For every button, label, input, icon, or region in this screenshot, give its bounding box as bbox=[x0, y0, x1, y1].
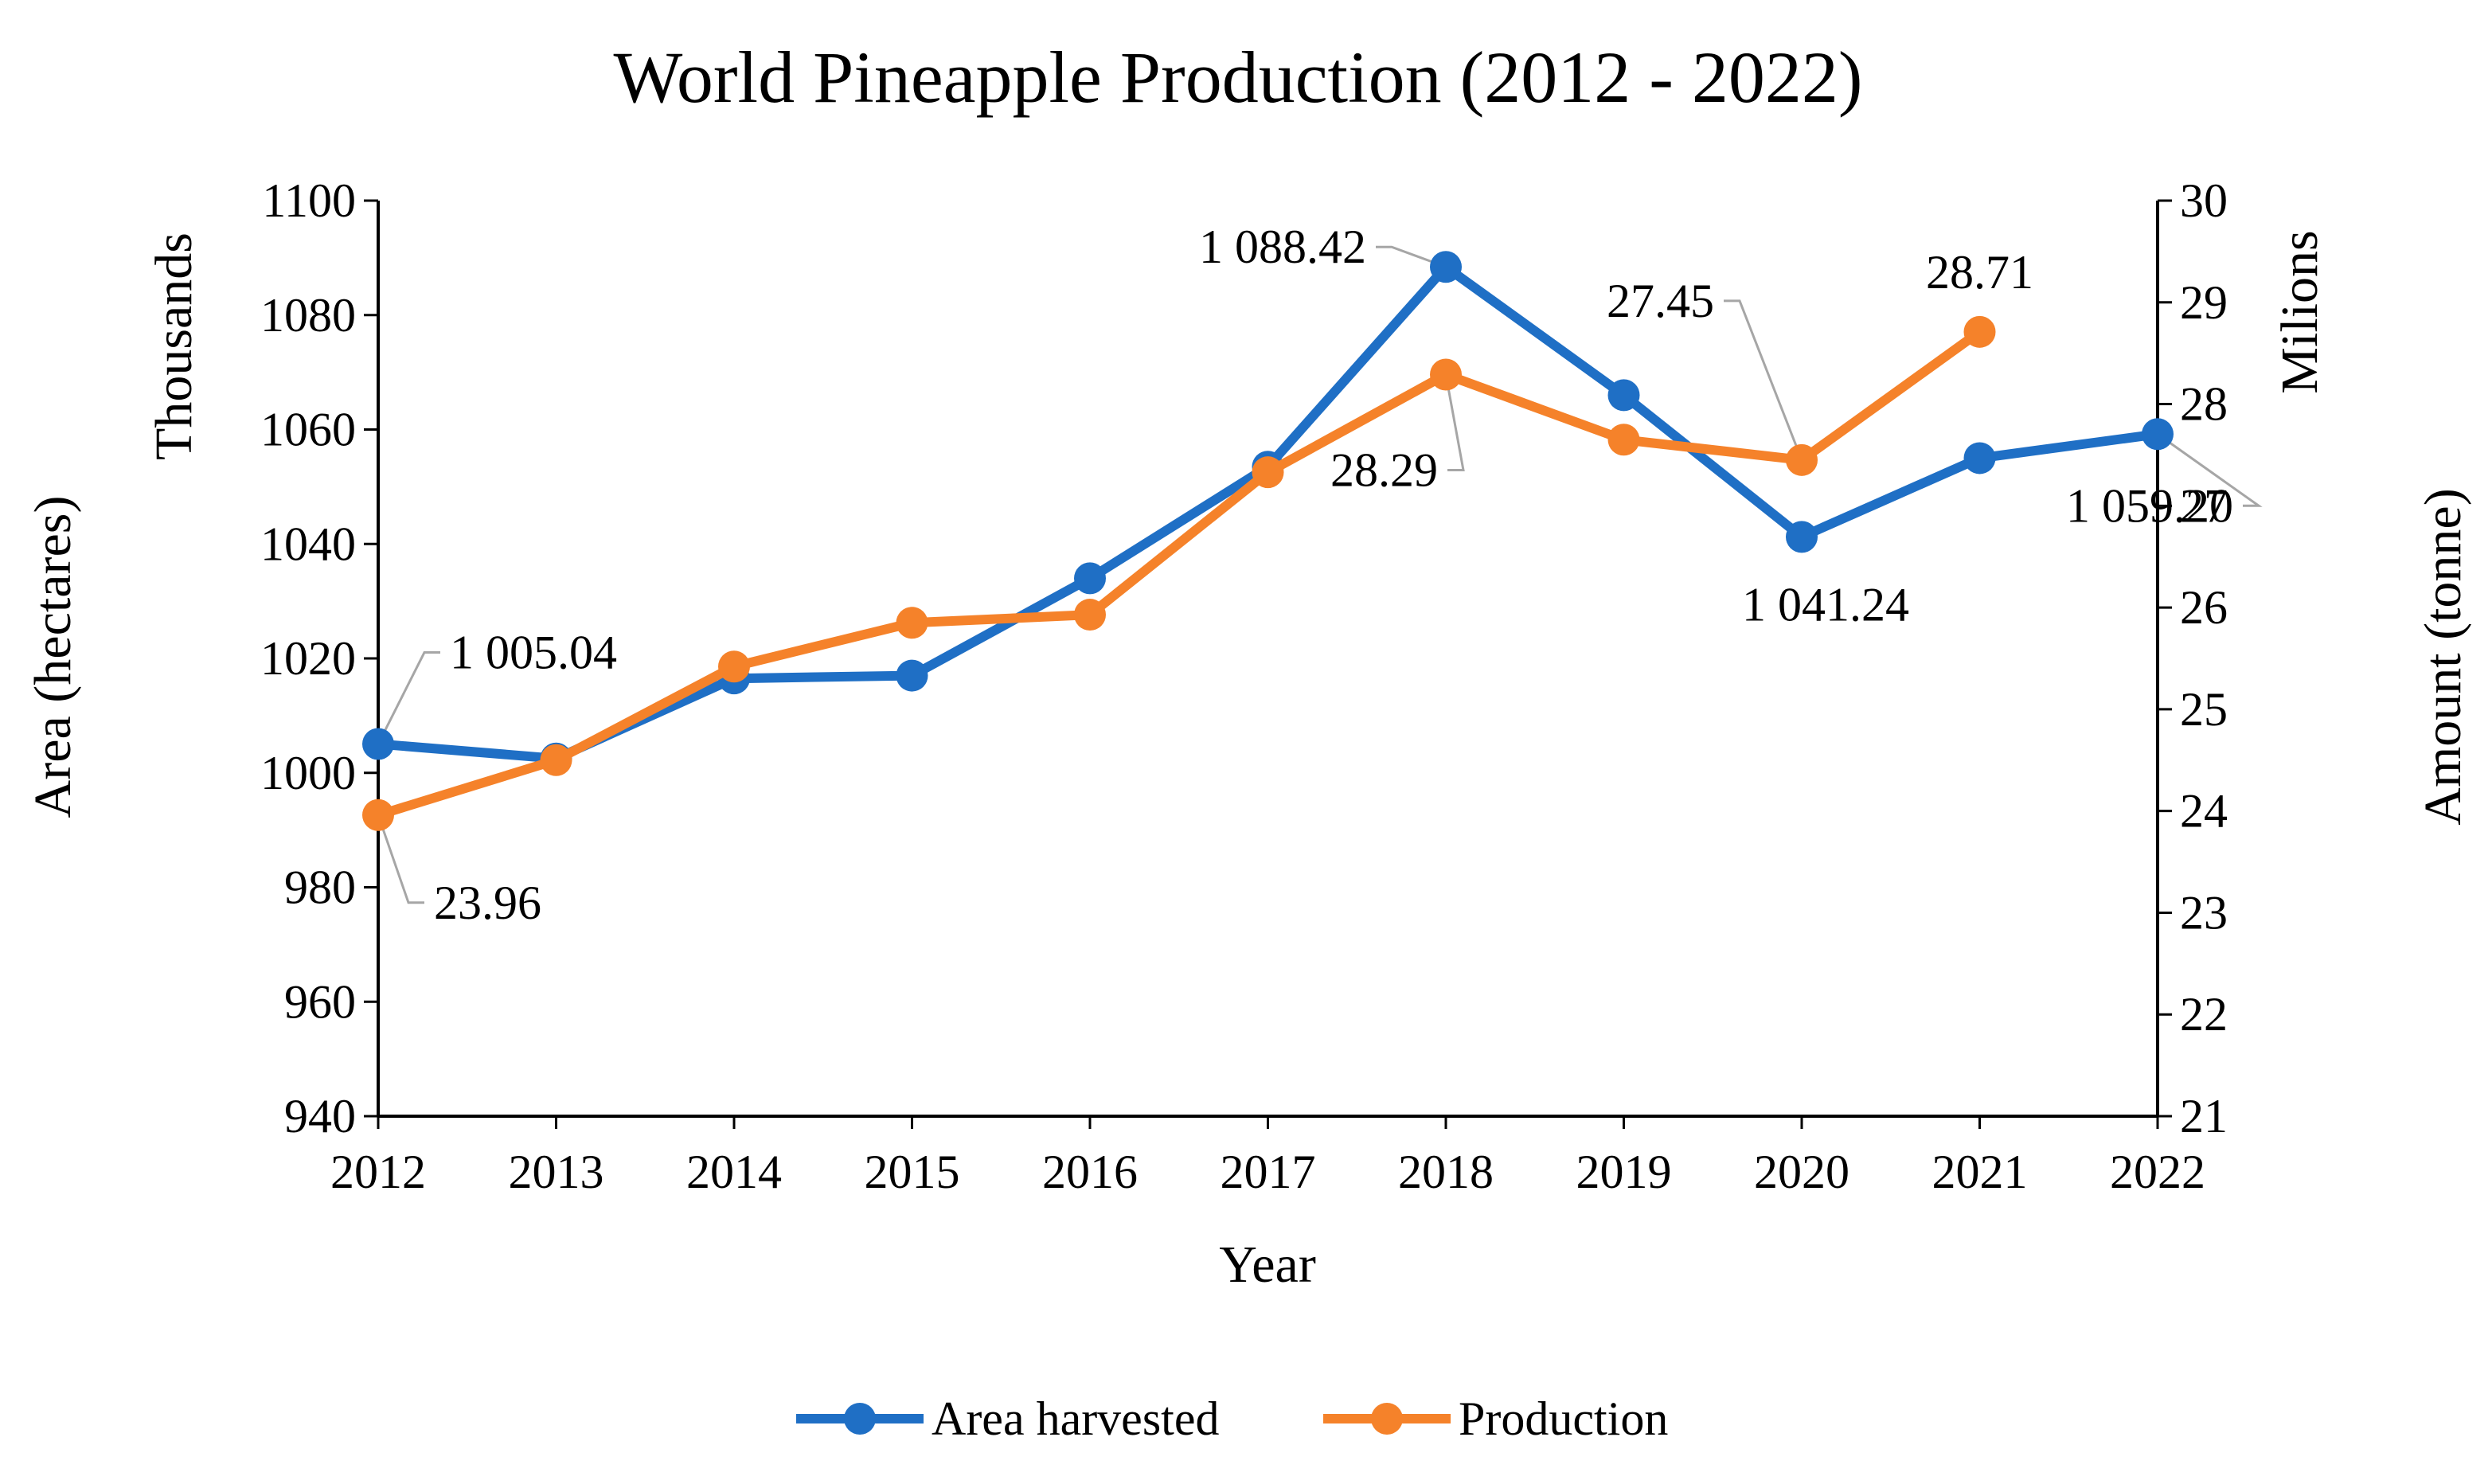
series-group bbox=[362, 251, 2174, 831]
y-left-tick-label: 1060 bbox=[260, 404, 356, 456]
point-area-harvested bbox=[362, 728, 394, 760]
point-area-harvested bbox=[1963, 442, 1996, 474]
point-production bbox=[1252, 456, 1284, 489]
data-label-leader-line bbox=[377, 814, 424, 904]
data-label-leader-line bbox=[1444, 374, 1465, 471]
y-left-tick-label: 1100 bbox=[262, 174, 356, 227]
point-production bbox=[362, 799, 394, 831]
data-label-leader-line bbox=[377, 651, 440, 745]
y-left-axis-title: Area (hectares) bbox=[24, 496, 82, 818]
point-production bbox=[1786, 443, 1818, 476]
data-label: 28.71 bbox=[1926, 246, 2033, 299]
y-right-axis-title: Amount (tonne) bbox=[2414, 488, 2472, 825]
y-right-tick-label: 26 bbox=[2180, 581, 2228, 634]
point-production bbox=[896, 607, 928, 639]
data-label: 1 059.20 bbox=[2066, 479, 2233, 532]
series-line-area-harvested bbox=[373, 262, 2162, 763]
y-right-tick-label: 25 bbox=[2180, 683, 2228, 736]
point-production bbox=[718, 650, 750, 683]
y-right-unit-label: Milions bbox=[2271, 230, 2329, 393]
data-label-leader-line bbox=[2157, 433, 2263, 507]
data-label: 28.29 bbox=[1330, 444, 1438, 497]
data-label-leader-line bbox=[1724, 299, 1803, 461]
x-tick-label: 2019 bbox=[1576, 1146, 1672, 1198]
y-left-tick-label: 1080 bbox=[260, 289, 356, 342]
point-area-harvested bbox=[1074, 562, 1106, 595]
chart-title: World Pineapple Production (2012 - 2022) bbox=[613, 37, 1862, 118]
y-left-tick-label: 1020 bbox=[260, 632, 356, 685]
y-left-tick-label: 1040 bbox=[260, 517, 356, 570]
y-right-tick-label: 22 bbox=[2180, 988, 2228, 1041]
y-right-tick-label: 23 bbox=[2180, 886, 2228, 939]
point-production bbox=[1607, 424, 1640, 456]
legend-marker-area bbox=[844, 1403, 876, 1435]
x-tick-label: 2020 bbox=[1754, 1146, 1849, 1198]
x-tick-label: 2021 bbox=[1932, 1146, 2028, 1198]
y-left-tick-label: 940 bbox=[284, 1090, 356, 1142]
x-tick-label: 2012 bbox=[330, 1146, 426, 1198]
y-right-tick-label: 29 bbox=[2180, 276, 2228, 329]
data-labels: 1 005.04 1 088.42 1 041.24 1 059.20 23.96 28.… bbox=[434, 221, 2233, 929]
x-tick-label: 2018 bbox=[1398, 1146, 1494, 1198]
legend: Area harvested Production bbox=[796, 1392, 1668, 1445]
data-label-leader-line bbox=[1376, 245, 1447, 268]
point-area-harvested bbox=[896, 659, 928, 692]
y-right-tick-label: 21 bbox=[2180, 1090, 2228, 1142]
y-left-unit-label: Thousands bbox=[145, 232, 203, 460]
x-tick-label: 2014 bbox=[686, 1146, 782, 1198]
x-tick-label: 2015 bbox=[865, 1146, 960, 1198]
data-label: 1 005.04 bbox=[450, 627, 617, 679]
axes: 940 960 980 1000 1020 1040 1060 1080 1100 21 22 23 2… bbox=[260, 174, 2228, 1198]
point-production bbox=[1074, 599, 1106, 631]
point-area-harvested bbox=[1786, 521, 1818, 553]
x-tick-label: 2022 bbox=[2110, 1146, 2205, 1198]
point-production bbox=[540, 744, 572, 776]
y-right-tick-label: 28 bbox=[2180, 378, 2228, 431]
y-right-tick-label: 30 bbox=[2180, 174, 2228, 227]
point-area-harvested bbox=[1607, 379, 1640, 412]
y-right-tick-label: 24 bbox=[2180, 785, 2228, 838]
x-axis-title: Year bbox=[1219, 1236, 1316, 1294]
data-label: 1 088.42 bbox=[1199, 221, 1366, 273]
y-left-tick-label: 980 bbox=[284, 861, 356, 914]
legend-marker-production bbox=[1371, 1403, 1403, 1435]
legend-label-production: Production bbox=[1459, 1392, 1668, 1445]
leader-lines bbox=[377, 245, 2263, 904]
point-production bbox=[1430, 358, 1462, 391]
data-label: 1 041.24 bbox=[1742, 578, 1909, 631]
point-production bbox=[1963, 315, 1996, 348]
point-area-harvested bbox=[1430, 251, 1462, 283]
point-area-harvested bbox=[2142, 418, 2174, 451]
x-tick-label: 2013 bbox=[509, 1146, 604, 1198]
x-tick-label: 2016 bbox=[1042, 1146, 1138, 1198]
legend-label-area: Area harvested bbox=[932, 1392, 1219, 1445]
data-label: 23.96 bbox=[434, 877, 541, 929]
y-right-tick-label: 27 bbox=[2180, 479, 2228, 532]
data-label: 27.45 bbox=[1607, 275, 1714, 327]
y-left-tick-label: 960 bbox=[284, 975, 356, 1028]
series-line-production bbox=[373, 326, 1985, 820]
x-tick-label: 2017 bbox=[1221, 1146, 1316, 1198]
y-left-tick-label: 1000 bbox=[260, 747, 356, 799]
